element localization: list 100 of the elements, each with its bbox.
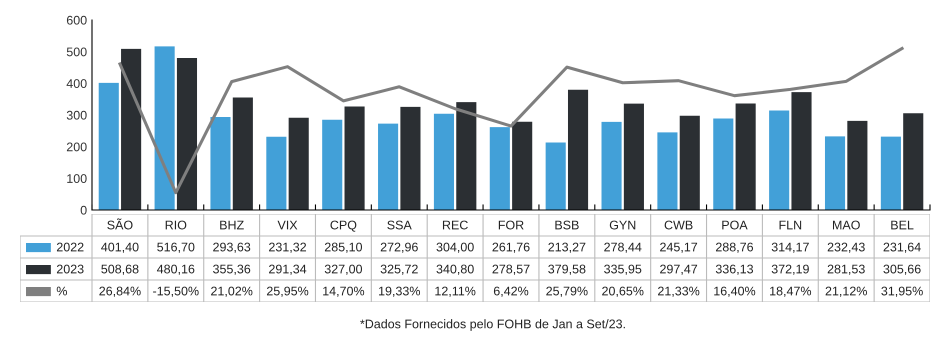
x-tick-label: GYN xyxy=(610,220,636,230)
bar xyxy=(210,117,231,210)
data-label: 21,12% xyxy=(826,286,867,297)
data-label: 305,66 xyxy=(883,264,921,275)
bar xyxy=(288,118,309,210)
data-label: 340,80 xyxy=(436,264,474,275)
bar xyxy=(344,106,365,210)
bar xyxy=(456,102,476,210)
bar xyxy=(824,136,846,210)
y-tick-label: 0 xyxy=(80,206,87,215)
bar xyxy=(791,92,812,210)
bar xyxy=(176,58,198,210)
y-tick-label: 500 xyxy=(66,47,87,56)
data-label: 231,32 xyxy=(269,242,306,253)
data-label: 516,70 xyxy=(157,242,194,253)
legend-label: 2023 xyxy=(56,264,84,274)
data-label: 314,17 xyxy=(772,242,809,253)
data-label: 14,70% xyxy=(323,286,364,297)
data-label: 16,40% xyxy=(714,286,756,297)
y-tick-label: 300 xyxy=(66,110,87,120)
data-label: 26,84% xyxy=(99,286,141,297)
data-label: 6,42% xyxy=(494,286,528,297)
data-label: 335,95 xyxy=(604,264,642,275)
data-label: 297,47 xyxy=(660,264,698,275)
x-tick-label: FLN xyxy=(780,220,802,230)
x-tick-label: REC xyxy=(442,220,468,230)
data-label: 285,10 xyxy=(324,242,362,253)
data-label: 379,58 xyxy=(548,264,586,275)
bar xyxy=(98,82,119,210)
bar xyxy=(903,113,924,210)
data-label: 327,00 xyxy=(324,264,362,275)
data-label: 304,00 xyxy=(436,242,474,253)
data-label: 401,40 xyxy=(101,242,139,253)
data-label: 25,95% xyxy=(266,286,308,297)
data-label: 272,96 xyxy=(380,242,418,253)
data-label: 372,19 xyxy=(772,264,809,275)
data-label: 245,17 xyxy=(660,242,698,253)
bar xyxy=(880,136,901,210)
x-tick-label: CPQ xyxy=(330,220,356,232)
bar xyxy=(847,120,868,210)
bar xyxy=(546,142,566,210)
data-label: 20,65% xyxy=(602,286,644,297)
y-tick-label: 400 xyxy=(66,79,87,88)
x-tick-label: FOR xyxy=(498,220,524,230)
bar xyxy=(657,132,678,210)
data-label: -15,50% xyxy=(153,286,199,297)
x-tick-label: BEL xyxy=(891,220,914,230)
bar xyxy=(736,104,756,210)
bar xyxy=(490,127,510,210)
bar xyxy=(568,90,588,210)
x-tick-label: BHZ xyxy=(220,220,244,230)
data-label: 21,33% xyxy=(658,286,700,297)
data-label: 281,53 xyxy=(828,264,865,275)
bar xyxy=(121,48,142,210)
data-label: 21,02% xyxy=(211,286,252,297)
data-label: 12,11% xyxy=(435,286,476,297)
x-tick-label: RIO xyxy=(166,220,186,230)
y-tick-label: 200 xyxy=(66,142,87,152)
x-tick-label: MAO xyxy=(832,220,860,230)
bar xyxy=(624,104,644,210)
data-label: 232,43 xyxy=(828,242,865,253)
bar xyxy=(400,106,420,210)
data-label: 291,34 xyxy=(269,264,306,275)
y-tick-label: 100 xyxy=(67,174,87,183)
data-label: 293,63 xyxy=(213,242,250,253)
bar xyxy=(602,122,622,210)
data-label: 480,16 xyxy=(156,264,194,275)
bar xyxy=(322,120,342,210)
bar xyxy=(266,136,286,210)
data-label: 278,57 xyxy=(492,264,530,275)
x-tick-label: BSB xyxy=(555,220,579,230)
text: *Dados Fornecidos pelo FOHB de Jan a Set/23. xyxy=(360,319,625,331)
bar xyxy=(713,118,734,210)
bar xyxy=(154,46,175,210)
data-label: 288,76 xyxy=(716,242,754,253)
data-label: 25,79% xyxy=(546,286,588,297)
x-tick-label: SÃO xyxy=(107,218,133,230)
y-tick-label: 600 xyxy=(66,16,87,25)
x-tick-label: CWB xyxy=(664,220,693,230)
bar xyxy=(680,116,700,210)
x-tick-label: POA xyxy=(722,220,748,230)
data-label: 336,13 xyxy=(716,264,754,275)
data-label: 231,64 xyxy=(884,242,921,253)
x-tick-label: VIX xyxy=(278,220,298,230)
data-label: 31,95% xyxy=(881,286,923,297)
data-label: 325,72 xyxy=(380,264,418,275)
data-label: 508,68 xyxy=(101,264,139,275)
data-label: 213,27 xyxy=(548,242,586,253)
bar xyxy=(769,110,790,210)
bar xyxy=(512,122,532,210)
data-label: 278,44 xyxy=(604,242,642,253)
data-label: 355,36 xyxy=(213,264,250,275)
bar xyxy=(434,114,454,210)
data-label: 18,47% xyxy=(770,286,812,297)
x-tick-label: SSA xyxy=(387,220,412,230)
legend-label: % xyxy=(56,286,67,296)
legend-label: 2022 xyxy=(56,242,84,252)
bar xyxy=(232,97,253,210)
data-label: 19,33% xyxy=(379,286,420,297)
data-label: 261,76 xyxy=(492,242,530,253)
